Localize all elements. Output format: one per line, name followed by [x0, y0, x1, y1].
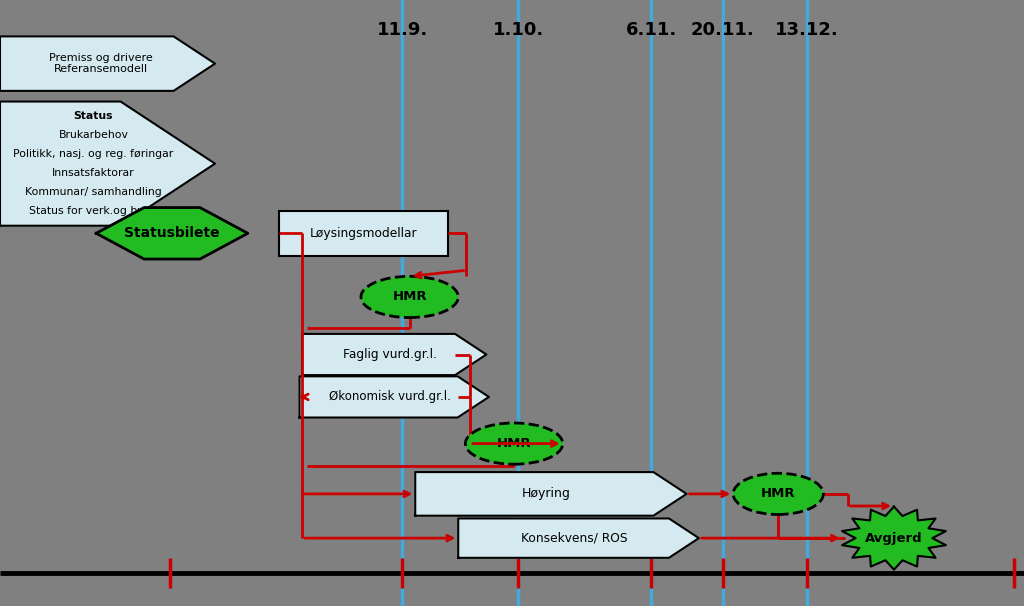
- Polygon shape: [302, 334, 486, 375]
- Text: 6.11.: 6.11.: [626, 21, 677, 39]
- Text: Politikk, nasj. og reg. føringar: Politikk, nasj. og reg. føringar: [13, 149, 173, 159]
- Polygon shape: [458, 518, 698, 558]
- Ellipse shape: [361, 276, 459, 318]
- Text: HMR: HMR: [392, 290, 427, 304]
- Text: Avgjerd: Avgjerd: [865, 531, 923, 545]
- Text: Faglig vurd.gr.l.: Faglig vurd.gr.l.: [343, 348, 436, 361]
- Text: Status for verk.og bygg: Status for verk.og bygg: [29, 207, 158, 216]
- Polygon shape: [416, 472, 687, 516]
- Polygon shape: [96, 207, 248, 259]
- Text: 11.9.: 11.9.: [377, 21, 428, 39]
- Text: 13.12.: 13.12.: [775, 21, 839, 39]
- Polygon shape: [0, 101, 215, 226]
- Polygon shape: [0, 36, 215, 91]
- Text: Konsekvens/ ROS: Konsekvens/ ROS: [521, 531, 628, 545]
- Text: HMR: HMR: [497, 437, 531, 450]
- Text: Høyring: Høyring: [521, 487, 570, 501]
- FancyBboxPatch shape: [279, 211, 449, 256]
- Ellipse shape: [465, 423, 563, 464]
- Text: Brukarbehov: Brukarbehov: [58, 130, 128, 140]
- Ellipse shape: [733, 473, 823, 514]
- Text: Statusbilete: Statusbilete: [124, 226, 220, 241]
- Text: 1.10.: 1.10.: [493, 21, 544, 39]
- Text: HMR: HMR: [761, 487, 796, 501]
- Polygon shape: [842, 507, 946, 570]
- Text: 20.11.: 20.11.: [691, 21, 755, 39]
- Text: Løysingsmodellar: Løysingsmodellar: [309, 227, 418, 240]
- Text: Kommunar/ samhandling: Kommunar/ samhandling: [25, 187, 162, 198]
- Text: Premiss og drivere
Referansemodell: Premiss og drivere Referansemodell: [49, 53, 154, 75]
- Text: Innsatsfaktorar: Innsatsfaktorar: [52, 168, 135, 178]
- Text: Økonomisk vurd.gr.l.: Økonomisk vurd.gr.l.: [329, 390, 451, 404]
- Text: Status: Status: [74, 111, 113, 121]
- Polygon shape: [299, 376, 489, 418]
